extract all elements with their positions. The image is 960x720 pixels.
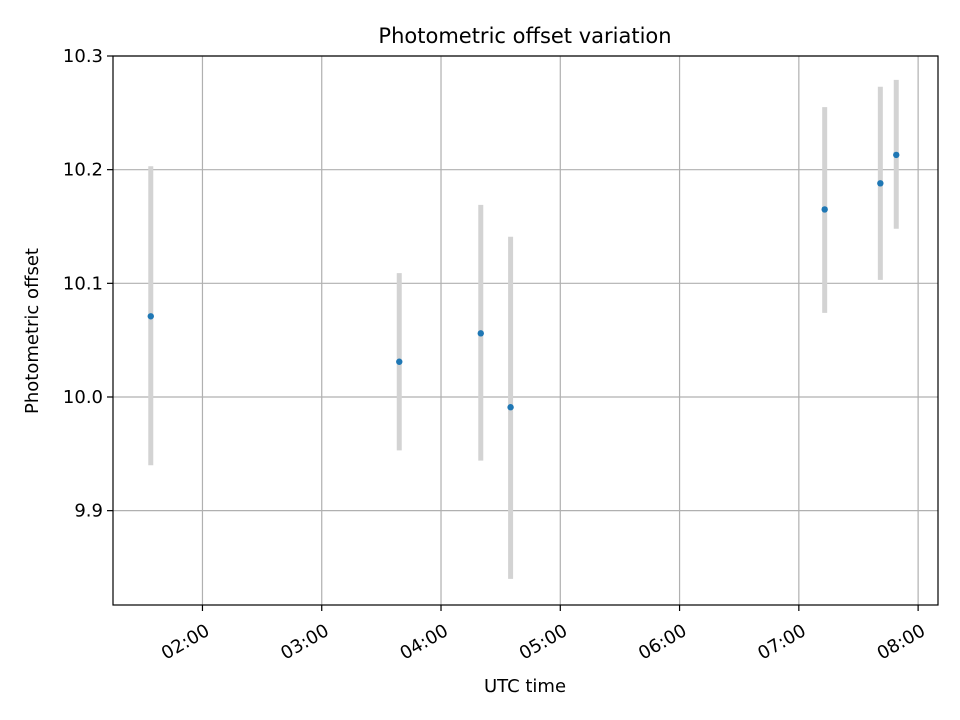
data-point — [147, 313, 154, 320]
y-tick-label: 10.1 — [63, 273, 103, 294]
data-point — [507, 404, 514, 411]
data-points — [147, 151, 900, 411]
y-tick-label: 10.3 — [63, 46, 103, 67]
chart-title: Photometric offset variation — [378, 24, 671, 48]
y-tick-label: 9.9 — [74, 501, 103, 522]
x-tick-label: 03:00 — [277, 620, 332, 664]
data-point — [477, 330, 484, 337]
grid — [113, 55, 938, 605]
y-tick-label: 10.0 — [63, 387, 103, 408]
data-point — [893, 151, 900, 159]
x-tick-label: 06:00 — [635, 620, 690, 664]
x-axis-label: UTC time — [484, 676, 566, 697]
error-bars — [148, 79, 899, 579]
plot-frame — [112, 55, 939, 606]
y-axis-label: Photometric offset — [22, 248, 43, 414]
x-tick-label: 02:00 — [158, 620, 213, 664]
x-tick-label: 05:00 — [516, 620, 571, 664]
x-tick-label: 04:00 — [396, 620, 451, 664]
data-point — [396, 358, 403, 365]
x-tick-label: 07:00 — [754, 620, 809, 664]
x-tick-label: 08:00 — [874, 620, 929, 664]
y-tick-label: 10.2 — [63, 160, 103, 181]
data-point — [821, 206, 828, 213]
data-point — [877, 180, 884, 187]
